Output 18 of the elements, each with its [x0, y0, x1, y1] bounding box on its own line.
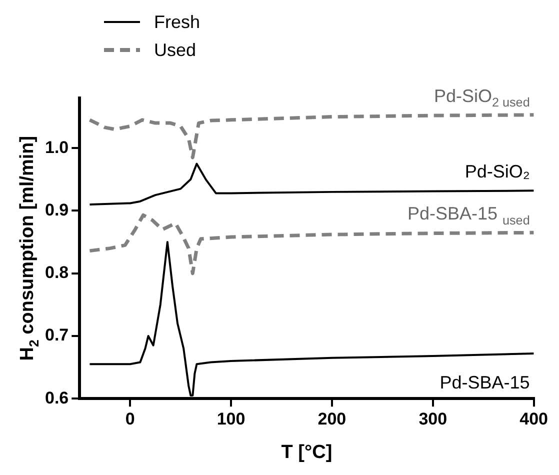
series-label: Pd-SBA-15 used [407, 204, 530, 228]
x-tick-label: 400 [520, 409, 548, 428]
line-series [88, 113, 534, 160]
y-tick-label: 1.0 [44, 138, 69, 157]
y-tick-label: 0.8 [44, 263, 69, 282]
text: Used [154, 40, 196, 60]
y-axis-title: H2 consumption [ml/min] [17, 136, 42, 361]
x-tick-label: 100 [216, 409, 246, 428]
series-label: Pd-SiO₂ [464, 162, 530, 182]
series-label: Pd-SBA-15 [440, 372, 530, 392]
y-tick-label: 0.7 [44, 326, 69, 345]
text: Fresh [154, 12, 200, 32]
x-axis-title: T [°C] [281, 442, 332, 464]
x-tick-label: 200 [318, 409, 346, 428]
x-tick-label: 300 [418, 409, 448, 428]
x-tick-label: 0 [125, 409, 135, 428]
y-tick-label: 0.9 [44, 200, 69, 220]
y-tick-label: 0.6 [44, 388, 69, 408]
